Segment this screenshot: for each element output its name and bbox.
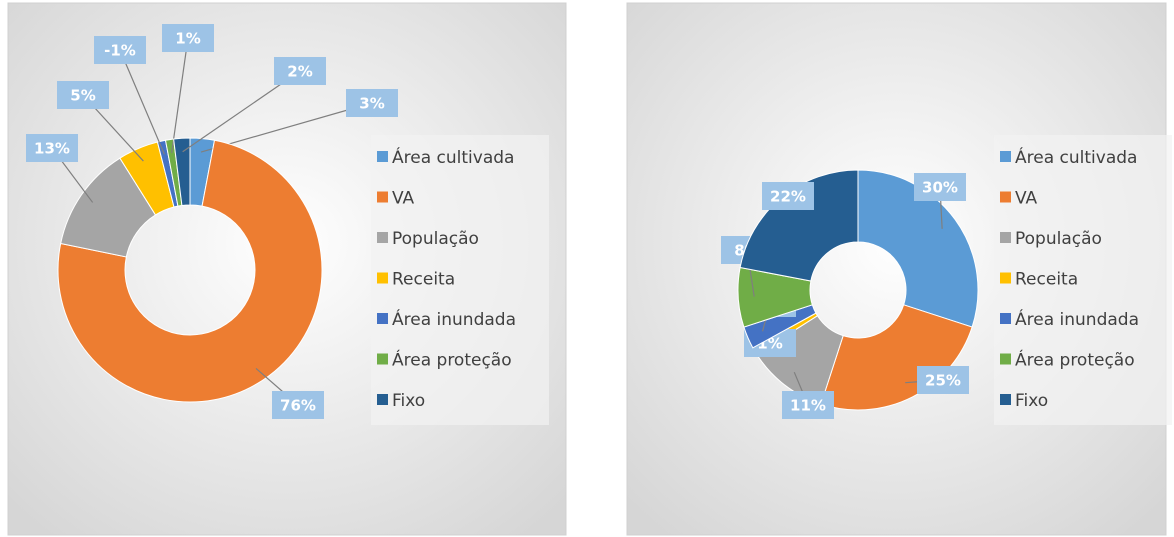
data-label-box bbox=[917, 366, 969, 394]
legend-swatch bbox=[377, 394, 388, 405]
data-label-box bbox=[162, 24, 214, 52]
legend-label: Área cultivada bbox=[1015, 146, 1137, 168]
legend-swatch bbox=[1000, 272, 1011, 284]
legend-swatch bbox=[377, 272, 388, 284]
legend-label: Receita bbox=[1015, 270, 1078, 290]
legend-label: Área cultivada bbox=[392, 146, 514, 168]
data-label: 2% bbox=[287, 63, 312, 81]
legend-label: Área inundada bbox=[1015, 308, 1139, 330]
legend-label: População bbox=[392, 229, 479, 249]
legend-swatch bbox=[1000, 353, 1011, 365]
data-label: 1% bbox=[175, 30, 200, 48]
data-label-box bbox=[94, 36, 146, 64]
legend-box bbox=[994, 135, 1172, 425]
data-label-box bbox=[782, 391, 834, 419]
legend-box bbox=[371, 135, 549, 425]
data-label: 3% bbox=[359, 95, 384, 113]
legend-swatch bbox=[377, 232, 388, 243]
legend-swatch bbox=[1000, 394, 1011, 405]
legend-swatch bbox=[377, 353, 388, 365]
legend-label: VA bbox=[392, 189, 415, 209]
legend-swatch bbox=[1000, 151, 1011, 162]
data-label: -1% bbox=[104, 42, 136, 60]
data-label: 13% bbox=[34, 140, 70, 158]
legend-label: VA bbox=[1015, 189, 1038, 209]
legend-label: Área proteção bbox=[1015, 349, 1135, 371]
data-label-box bbox=[914, 173, 966, 201]
legend-swatch bbox=[377, 191, 388, 203]
leader-line bbox=[119, 49, 165, 155]
legend-label: Área inundada bbox=[392, 308, 516, 330]
donut-slice bbox=[57, 139, 323, 403]
data-label-box bbox=[57, 81, 109, 109]
legend-swatch bbox=[1000, 191, 1011, 203]
legend-label: Fixo bbox=[1015, 391, 1048, 411]
legend-swatch bbox=[1000, 313, 1011, 324]
data-label: 25% bbox=[925, 372, 961, 390]
data-label: 22% bbox=[770, 188, 806, 206]
donut-slice bbox=[739, 169, 859, 282]
legend-swatch bbox=[377, 151, 388, 162]
data-label: 76% bbox=[280, 397, 316, 415]
data-label: 30% bbox=[922, 179, 958, 197]
data-label: 11% bbox=[790, 397, 826, 415]
legend-label: Fixo bbox=[392, 391, 425, 411]
data-label-box bbox=[272, 391, 324, 419]
legend-label: Receita bbox=[392, 270, 455, 290]
data-label-box bbox=[274, 57, 326, 85]
data-label-box bbox=[26, 134, 78, 162]
legend-label: Área proteção bbox=[392, 349, 512, 371]
legend-swatch bbox=[377, 313, 388, 324]
data-label-box bbox=[346, 89, 398, 117]
data-label: 5% bbox=[70, 87, 95, 105]
donut-slice bbox=[173, 137, 191, 207]
leader-line bbox=[171, 37, 189, 154]
data-label-box bbox=[762, 182, 814, 210]
legend-label: População bbox=[1015, 229, 1102, 249]
legend-swatch bbox=[1000, 232, 1011, 243]
